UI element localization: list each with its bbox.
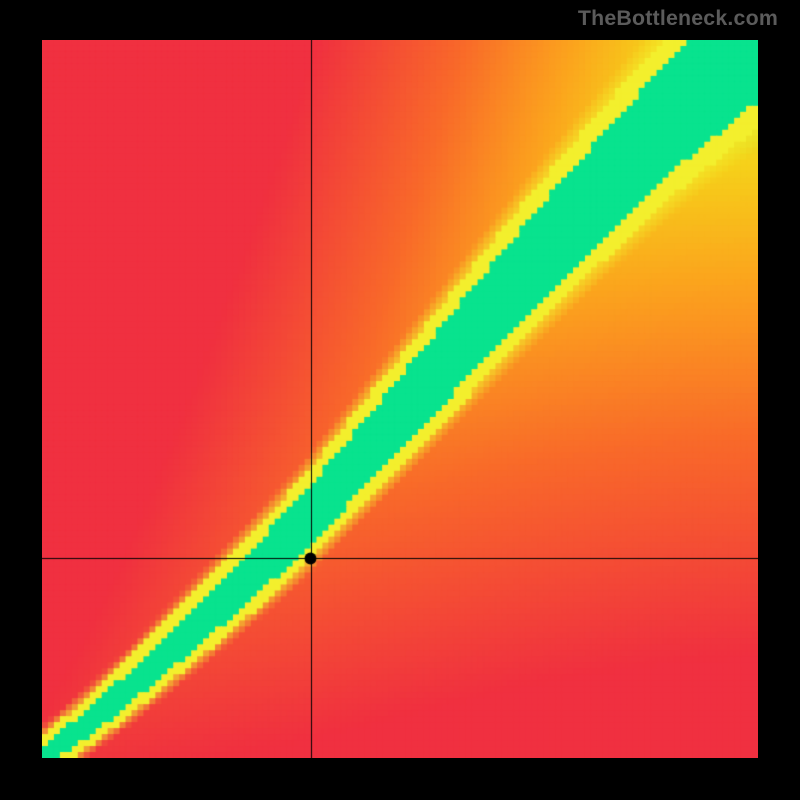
bottleneck-heatmap: [42, 40, 758, 758]
watermark-text: TheBottleneck.com: [578, 6, 778, 31]
chart-frame: TheBottleneck.com: [0, 0, 800, 800]
